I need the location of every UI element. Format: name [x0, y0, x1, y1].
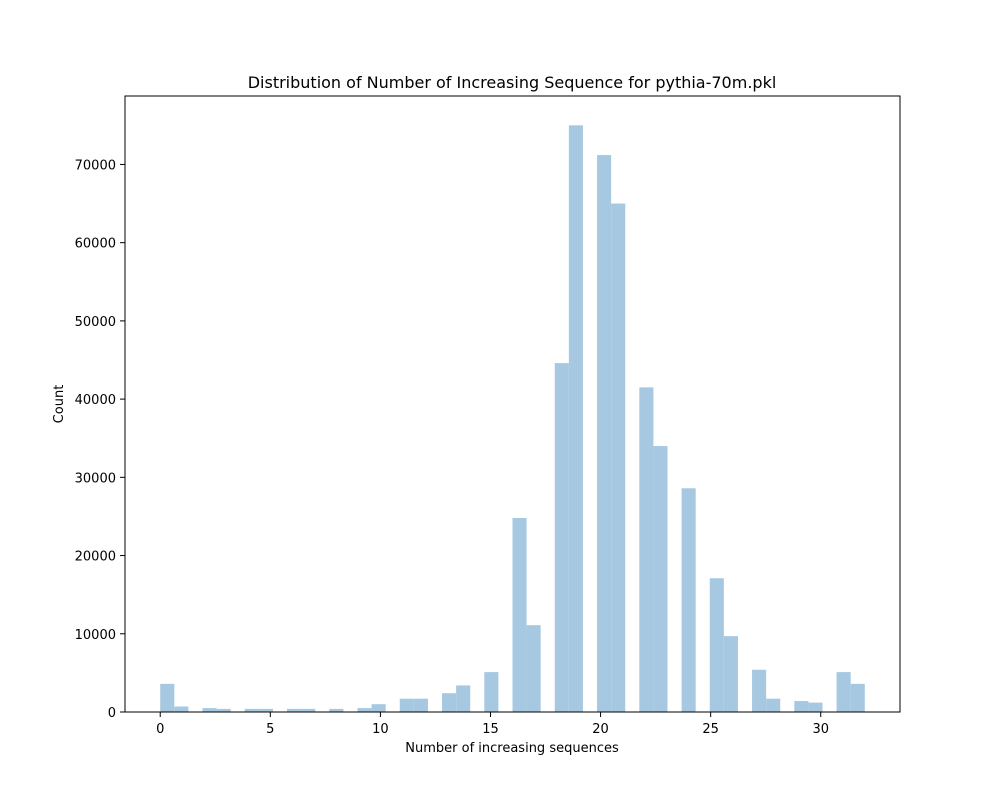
histogram-bar — [160, 683, 175, 712]
x-tick-label: 15 — [482, 722, 499, 737]
histogram-bar — [301, 708, 316, 712]
y-tick-label: 0 — [108, 706, 116, 721]
y-axis-label: Count — [52, 385, 67, 424]
histogram-bar — [287, 708, 302, 712]
histogram-bar — [456, 685, 471, 712]
x-tick-label: 0 — [156, 722, 164, 737]
histogram-bar — [611, 203, 626, 713]
histogram-bar — [794, 701, 809, 712]
histogram-bar — [258, 708, 273, 712]
bars-group — [160, 125, 865, 713]
histogram-bar — [202, 708, 217, 712]
x-tick-label: 10 — [372, 722, 389, 737]
x-tick-label: 5 — [266, 722, 274, 737]
histogram-bar — [554, 363, 569, 712]
chart-title: Distribution of Number of Increasing Seq… — [248, 73, 777, 92]
histogram-bar — [413, 698, 428, 712]
histogram-bar — [174, 706, 189, 712]
histogram-bar — [723, 636, 738, 712]
y-tick-label: 10000 — [75, 628, 116, 643]
plot-frame — [124, 95, 901, 713]
histogram-bar — [484, 672, 499, 712]
histogram-bar — [568, 125, 583, 713]
histogram-bar — [512, 518, 527, 712]
x-axis-label: Number of increasing sequences — [405, 741, 619, 756]
y-axis: 0 10000 20000 30000 40000 50000 60000 70000 — [75, 158, 125, 721]
histogram-bar — [681, 488, 696, 712]
histogram-bar — [752, 669, 767, 712]
histogram-bar — [597, 155, 612, 712]
y-tick-label: 60000 — [75, 237, 116, 252]
histogram-bar — [244, 708, 259, 712]
histogram-bar — [850, 683, 865, 712]
histogram-bar — [653, 446, 668, 712]
histogram-bar — [216, 708, 231, 712]
y-tick-label: 50000 — [75, 315, 116, 330]
y-tick-label: 70000 — [75, 158, 116, 173]
histogram-bar — [399, 698, 414, 712]
histogram-bar — [836, 672, 851, 712]
y-tick-label: 30000 — [75, 471, 116, 486]
x-axis: 0 5 10 15 20 25 30 — [156, 712, 829, 737]
histogram-bar — [709, 578, 724, 712]
histogram-bar — [526, 625, 541, 712]
x-tick-label: 25 — [702, 722, 719, 737]
histogram-bar — [329, 708, 344, 712]
histogram-bar — [442, 693, 457, 712]
x-tick-label: 20 — [592, 722, 609, 737]
histogram-bar — [371, 704, 386, 712]
x-tick-label: 30 — [812, 722, 829, 737]
histogram-bar — [357, 708, 372, 712]
histogram-bar — [766, 698, 781, 712]
histogram-bar — [808, 702, 823, 712]
y-tick-label: 20000 — [75, 550, 116, 565]
histogram-bar — [639, 387, 654, 712]
y-tick-label: 40000 — [75, 393, 116, 408]
